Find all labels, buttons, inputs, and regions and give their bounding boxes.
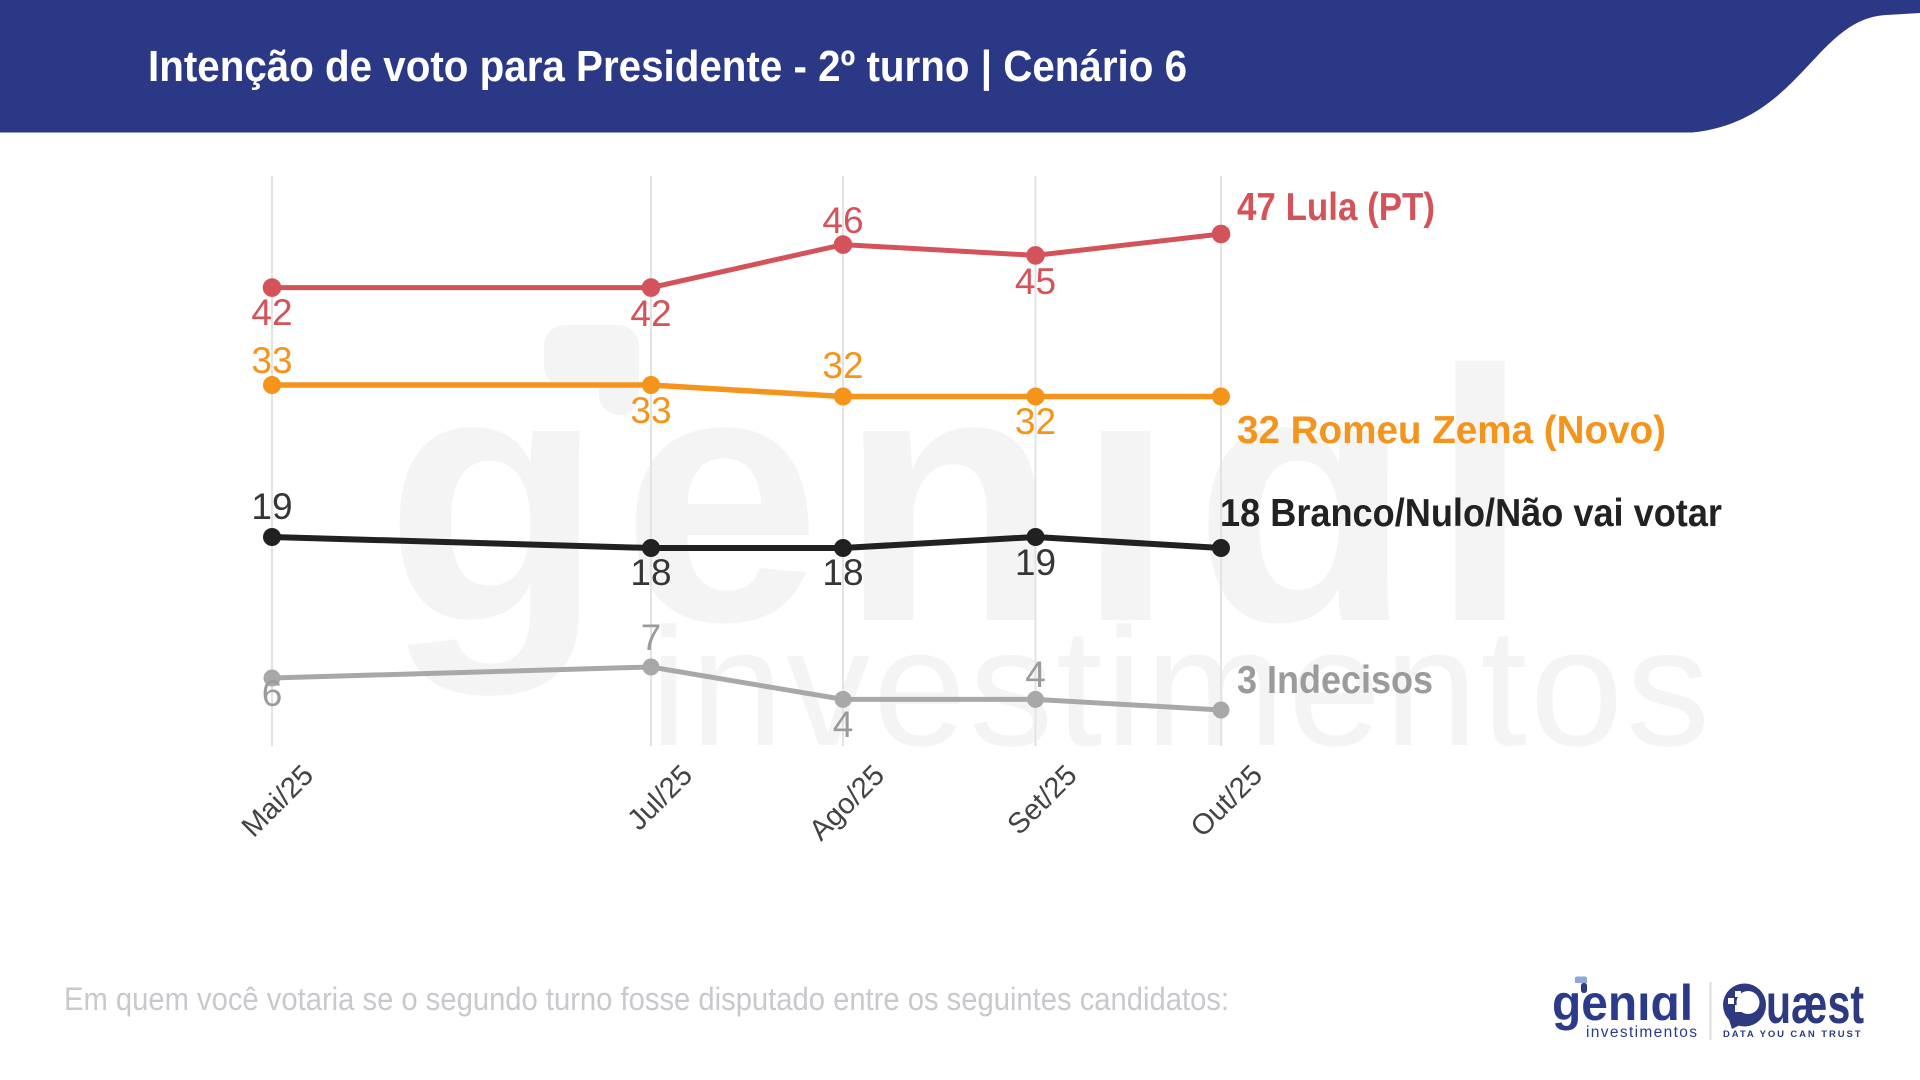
svg-text:33: 33 <box>630 390 671 431</box>
svg-text:19: 19 <box>251 486 292 527</box>
svg-text:uæst: uæst <box>1766 972 1864 1035</box>
svg-text:4: 4 <box>833 704 854 745</box>
svg-text:42: 42 <box>251 292 292 333</box>
svg-text:46: 46 <box>822 200 863 241</box>
svg-text:4: 4 <box>1025 654 1046 695</box>
svg-text:3 Indecisos: 3 Indecisos <box>1237 659 1433 702</box>
svg-text:investimentos: investimentos <box>650 593 1710 781</box>
svg-text:45: 45 <box>1015 261 1056 302</box>
svg-text:32 Romeu Zema (Novo): 32 Romeu Zema (Novo) <box>1237 409 1666 452</box>
svg-text:18: 18 <box>822 552 863 593</box>
svg-text:DATA YOU CAN TRUST: DATA YOU CAN TRUST <box>1723 1029 1862 1040</box>
svg-text:investimentos: investimentos <box>1586 1024 1697 1041</box>
svg-text:Em quem você votaria se o segu: Em quem você votaria se o segundo turno … <box>64 981 1229 1017</box>
svg-text:7: 7 <box>641 617 662 658</box>
svg-text:19: 19 <box>1015 542 1056 583</box>
svg-text:32: 32 <box>822 345 863 386</box>
svg-text:Intenção de voto para Presiden: Intenção de voto para Presidente - 2º tu… <box>148 42 1187 92</box>
svg-text:ɡenıɑl: ɡenıɑl <box>1552 975 1693 1031</box>
svg-text:32: 32 <box>1015 401 1056 442</box>
svg-text:42: 42 <box>630 293 671 334</box>
svg-text:18: 18 <box>630 552 671 593</box>
svg-text:18 Branco/Nulo/Não vai votar: 18 Branco/Nulo/Não vai votar <box>1220 492 1722 535</box>
svg-text:33: 33 <box>251 340 292 381</box>
svg-text:47 Lula (PT): 47 Lula (PT) <box>1237 186 1435 229</box>
svg-text:6: 6 <box>262 673 283 714</box>
